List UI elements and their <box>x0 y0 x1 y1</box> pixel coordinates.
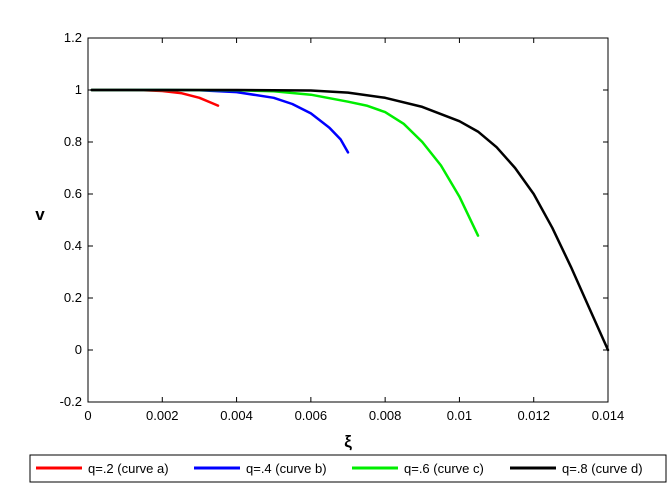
legend: q=.2 (curve a) q=.4 (curve b) q=.6 (curve … <box>29 454 667 483</box>
legend-label-2: q=.6 (curve c) <box>404 461 484 476</box>
x-tick-label: 0.012 <box>517 408 550 423</box>
series-line-3 <box>90 88 610 352</box>
y-tick-label: 1 <box>75 82 82 97</box>
x-tick-label: 0.01 <box>447 408 472 423</box>
y-tick-label: 0.4 <box>64 238 82 253</box>
y-tick-label: 0.2 <box>64 290 82 305</box>
legend-label-0: q=.2 (curve a) <box>88 461 169 476</box>
y-tick-label: 0.6 <box>64 186 82 201</box>
x-axis-label: ξ <box>344 432 352 451</box>
tick-group: 0 0.002 0.004 0.006 0.008 0.01 0.012 0.014-0.20… <box>60 30 625 423</box>
x-tick-label: 0.008 <box>369 408 402 423</box>
y-tick-label: 0 <box>75 342 82 357</box>
y-tick-label: 0.8 <box>64 134 82 149</box>
y-axis-label: v <box>35 205 45 224</box>
legend-label-3: q=.8 (curve d) <box>562 461 643 476</box>
x-tick-label: 0.006 <box>295 408 328 423</box>
x-tick-label: 0.014 <box>592 408 625 423</box>
plot-area <box>87 37 609 403</box>
x-tick-label: 0.002 <box>146 408 179 423</box>
y-tick-label: 1.2 <box>64 30 82 45</box>
legend-label-1: q=.4 (curve b) <box>246 461 327 476</box>
legend-box <box>29 454 667 483</box>
x-tick-label: 0 <box>84 408 91 423</box>
y-tick-label: -0.2 <box>60 394 82 409</box>
x-tick-label: 0.004 <box>220 408 253 423</box>
series-lines <box>90 88 610 352</box>
